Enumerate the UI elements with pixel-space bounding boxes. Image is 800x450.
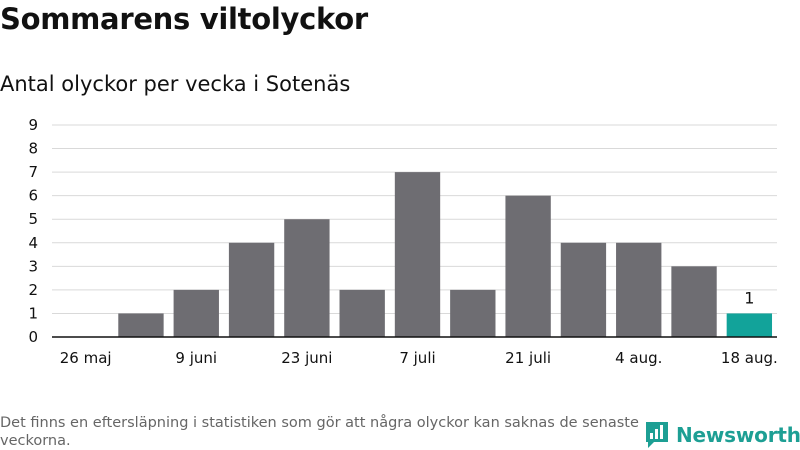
x-tick-label: 18 aug. xyxy=(721,349,778,367)
bar xyxy=(394,172,441,337)
bar xyxy=(505,195,551,337)
bar xyxy=(671,266,717,337)
y-tick-label: 4 xyxy=(28,234,38,252)
brand-name: Newsworthy xyxy=(676,423,800,447)
chart-subtitle: Antal olyckor per vecka i Sotenäs xyxy=(0,72,351,96)
bar xyxy=(228,242,275,337)
y-tick-label: 0 xyxy=(28,328,38,346)
y-tick-label: 6 xyxy=(28,187,38,205)
bar xyxy=(284,219,330,337)
x-tick-label: 4 aug. xyxy=(615,349,662,367)
newsworthy-logo-icon xyxy=(646,422,668,448)
y-tick-label: 9 xyxy=(28,116,38,134)
y-tick-label: 2 xyxy=(28,281,38,299)
bar xyxy=(560,242,607,337)
bar xyxy=(339,289,385,337)
x-tick-label: 9 juni xyxy=(175,349,217,367)
y-tick-label: 3 xyxy=(28,257,38,275)
x-tick-label: 7 juli xyxy=(399,349,435,367)
highlighted-bar xyxy=(726,313,773,337)
bar-chart: 0 1 2 3 4 5 6 7 8 9 26 maj 9 juni 23 juni 7 juli 21 ju… xyxy=(28,116,778,367)
y-tick-label: 5 xyxy=(28,210,38,228)
chart-title: Sommarens viltolyckor xyxy=(0,2,368,36)
y-tick-label: 8 xyxy=(28,140,38,158)
data-label: 1 xyxy=(744,288,754,307)
brand-logo[interactable]: Newsworthy xyxy=(644,420,800,450)
bar xyxy=(173,289,219,337)
x-tick-label: 23 juni xyxy=(281,349,332,367)
x-tick-label: 26 maj xyxy=(60,349,112,367)
bar xyxy=(450,289,496,337)
y-tick-label: 1 xyxy=(28,304,38,322)
footnote: Det finns en eftersläpning i statistiken… xyxy=(0,415,639,449)
x-tick-label: 21 juli xyxy=(505,349,551,367)
bar xyxy=(118,313,164,337)
bar xyxy=(616,242,662,337)
y-tick-label: 7 xyxy=(28,163,38,181)
